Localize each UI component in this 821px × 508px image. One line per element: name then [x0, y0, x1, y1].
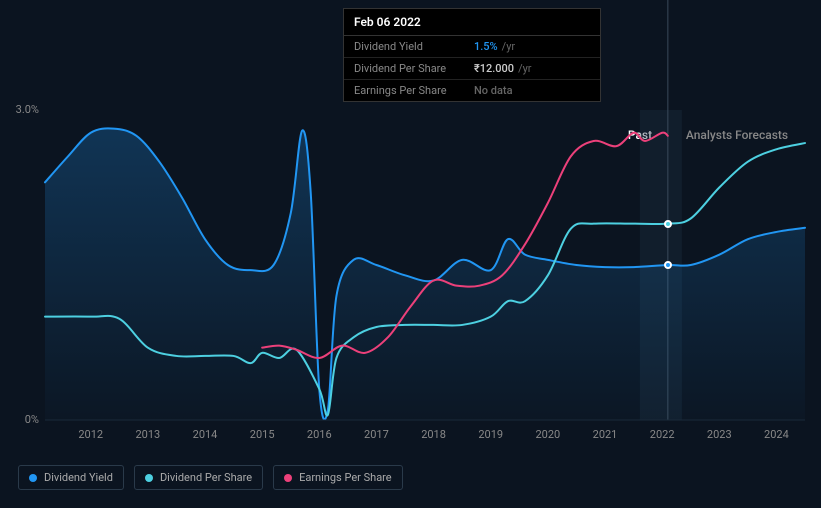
dividend_per_share-marker [664, 220, 672, 228]
chart-tooltip: Feb 06 2022 Dividend Yield1.5%/yrDividen… [343, 8, 601, 102]
tooltip-row-value: 1.5% [474, 40, 498, 53]
x-axis-tick: 2019 [478, 428, 503, 441]
legend-label: Earnings Per Share [299, 471, 392, 484]
legend-label: Dividend Yield [44, 471, 113, 484]
x-axis-tick: 2021 [593, 428, 618, 441]
tooltip-date: Feb 06 2022 [344, 9, 600, 36]
tooltip-row-label: Earnings Per Share [354, 84, 474, 97]
tooltip-row-label: Dividend Yield [354, 40, 474, 53]
tooltip-row: Earnings Per ShareNo data [344, 80, 600, 101]
tooltip-row-value: ₹12.000 [474, 62, 514, 75]
x-axis-tick: 2012 [78, 428, 103, 441]
x-axis-tick: 2013 [135, 428, 160, 441]
x-axis-tick: 2017 [364, 428, 389, 441]
y-axis-tick: 3.0% [16, 103, 39, 116]
legend-swatch [145, 474, 153, 482]
tooltip-row-unit: /yr [502, 40, 515, 53]
y-axis-tick: 0% [25, 413, 39, 426]
legend-label: Dividend Per Share [160, 471, 252, 484]
x-axis-tick: 2024 [764, 428, 789, 441]
legend-item-dividend-yield[interactable]: Dividend Yield [18, 465, 124, 490]
x-axis-tick: 2018 [421, 428, 446, 441]
tooltip-row-unit: /yr [518, 62, 531, 75]
dividend_yield-marker [664, 261, 672, 269]
tooltip-row-label: Dividend Per Share [354, 62, 474, 75]
x-axis-tick: 2020 [535, 428, 560, 441]
dividend-chart: Feb 06 2022 Dividend Yield1.5%/yrDividen… [0, 0, 821, 508]
legend-swatch [29, 474, 37, 482]
legend-item-dividend-per-share[interactable]: Dividend Per Share [134, 465, 263, 490]
x-axis-tick: 2016 [307, 428, 332, 441]
legend-item-earnings-per-share[interactable]: Earnings Per Share [273, 465, 403, 490]
x-axis-tick: 2022 [650, 428, 675, 441]
x-axis-tick: 2023 [707, 428, 732, 441]
tooltip-row: Dividend Yield1.5% /yr [344, 36, 600, 58]
chart-plot-area[interactable] [45, 110, 805, 420]
tooltip-row-value: No data [474, 84, 513, 97]
legend-swatch [284, 474, 292, 482]
tooltip-row: Dividend Per Share₹12.000/yr [344, 58, 600, 80]
chart-legend: Dividend Yield Dividend Per Share Earnings… [18, 465, 403, 490]
x-axis-tick: 2014 [193, 428, 218, 441]
x-axis-tick: 2015 [250, 428, 275, 441]
